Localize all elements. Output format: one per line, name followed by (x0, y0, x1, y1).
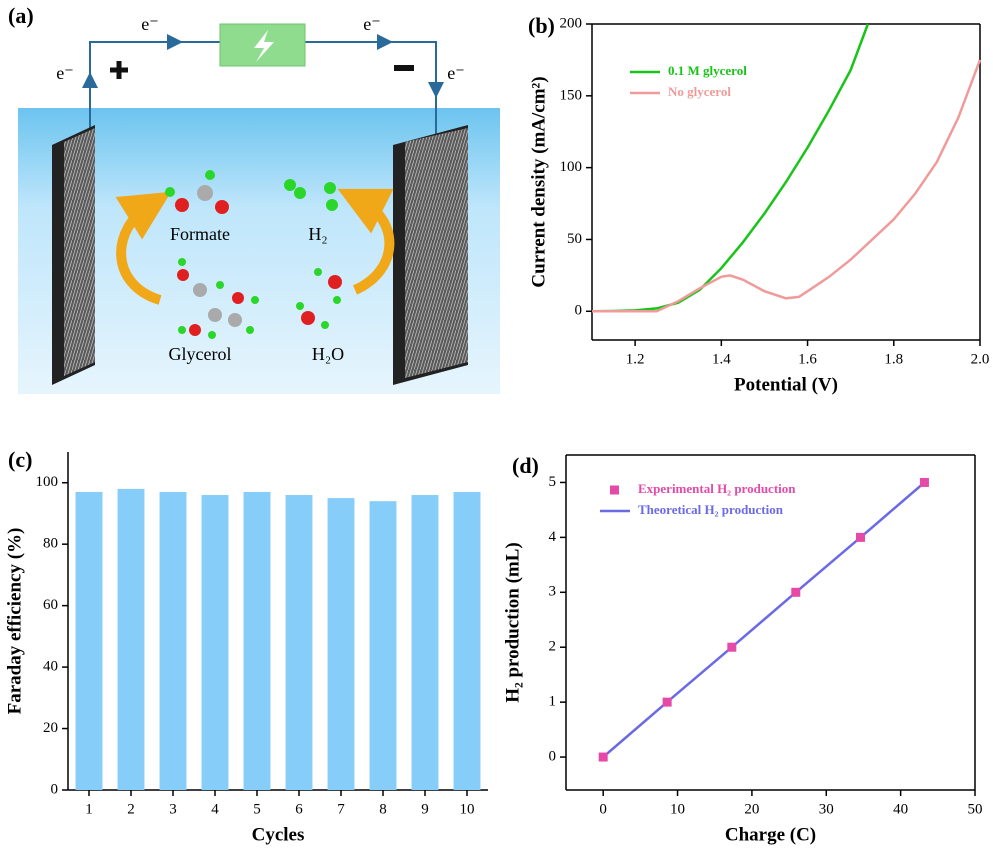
y-tick-label: 20 (43, 720, 58, 736)
x-tick-label: 10 (460, 801, 475, 817)
x-tick-label: 40 (893, 801, 908, 817)
plus-sign (110, 61, 128, 79)
panel-label: (b) (528, 13, 555, 38)
data-point (727, 643, 736, 652)
y-tick-label: 40 (43, 659, 58, 675)
x-axis-label: Potential (V) (734, 374, 838, 395)
data-point (920, 478, 929, 487)
bar (244, 492, 271, 790)
x-tick-label: 2 (127, 801, 135, 817)
x-tick-label: 6 (295, 801, 303, 817)
bar (202, 495, 229, 790)
bar (76, 492, 103, 790)
y-tick-label: 4 (549, 529, 557, 545)
y-tick-label: 60 (43, 597, 58, 613)
y-tick-label: 50 (567, 231, 582, 247)
data-point (599, 753, 608, 762)
electron-label: e⁻ (141, 14, 159, 34)
y-tick-label: 150 (560, 87, 583, 103)
legend-label: Experimental H₂ production (638, 481, 796, 496)
y-tick-label: 100 (560, 159, 583, 175)
molecule-label: H₂ (308, 224, 327, 244)
x-tick-label: 1.2 (626, 351, 645, 367)
data-line (592, 60, 980, 311)
anode-surface (64, 128, 95, 376)
electron-label: e⁻ (363, 14, 381, 34)
figure: (a) e⁻ e⁻ e⁻ e⁻ Formate H₂ Glycerol H₂O … (0, 0, 993, 851)
y-tick-label: 3 (549, 584, 557, 600)
y-tick-label: 100 (36, 474, 59, 490)
bar (370, 501, 397, 790)
x-tick-label: 0 (599, 801, 607, 817)
y-axis-label: Faraday efficiency (%) (4, 528, 25, 715)
y-axis-label: Current density (mA/cm²) (528, 76, 549, 287)
x-tick-label: 30 (819, 801, 834, 817)
molecule-label: Glycerol (169, 344, 232, 364)
panel-label: (d) (512, 453, 539, 478)
molecule-label: H₂O (312, 344, 344, 364)
x-tick-label: 9 (421, 801, 429, 817)
x-axis-label: Cycles (252, 824, 305, 845)
x-tick-label: 1.4 (712, 351, 731, 367)
data-point (791, 588, 800, 597)
x-tick-label: 1.6 (798, 351, 817, 367)
molecule-label: Formate (170, 224, 230, 244)
panel-label: (a) (8, 3, 34, 28)
data-point (856, 533, 865, 542)
electron-label: e⁻ (56, 63, 74, 83)
bar (412, 495, 439, 790)
bar (328, 498, 355, 790)
data-point (663, 698, 672, 707)
legend-label: 0.1 M glycerol (668, 63, 747, 78)
cathode-surface (405, 128, 468, 378)
bar (286, 495, 313, 790)
x-tick-label: 1.8 (884, 351, 903, 367)
x-axis-label: Charge (C) (725, 824, 816, 845)
y-tick-label: 0 (575, 303, 583, 319)
legend-marker (610, 486, 619, 495)
y-tick-label: 200 (560, 15, 583, 31)
diagram: (a) e⁻ e⁻ e⁻ e⁻ Formate H₂ Glycerol H₂O (8, 3, 500, 394)
electron-label: e⁻ (447, 63, 465, 83)
x-tick-label: 3 (169, 801, 177, 817)
x-tick-label: 10 (670, 801, 685, 817)
y-tick-label: 5 (549, 474, 557, 490)
y-tick-label: 1 (549, 694, 557, 710)
legend-label: No glycerol (668, 84, 731, 99)
x-tick-label: 8 (379, 801, 387, 817)
x-tick-label: 2.0 (971, 351, 990, 367)
bar (160, 492, 187, 790)
y-tick-label: 2 (549, 639, 557, 655)
bar (118, 489, 145, 790)
bar (454, 492, 481, 790)
panel-label: (c) (8, 447, 32, 472)
y-axis-label: H₂ production (mL) (502, 542, 523, 703)
x-tick-label: 50 (968, 801, 983, 817)
x-tick-label: 5 (253, 801, 261, 817)
data-line (603, 483, 924, 758)
x-tick-label: 1 (85, 801, 93, 817)
y-tick-label: 80 (43, 536, 58, 552)
legend-label: Theoretical H₂ production (638, 502, 784, 517)
y-tick-label: 0 (51, 781, 59, 797)
x-tick-label: 20 (744, 801, 759, 817)
x-tick-label: 7 (337, 801, 345, 817)
y-tick-label: 0 (549, 748, 557, 764)
x-tick-label: 4 (211, 801, 219, 817)
